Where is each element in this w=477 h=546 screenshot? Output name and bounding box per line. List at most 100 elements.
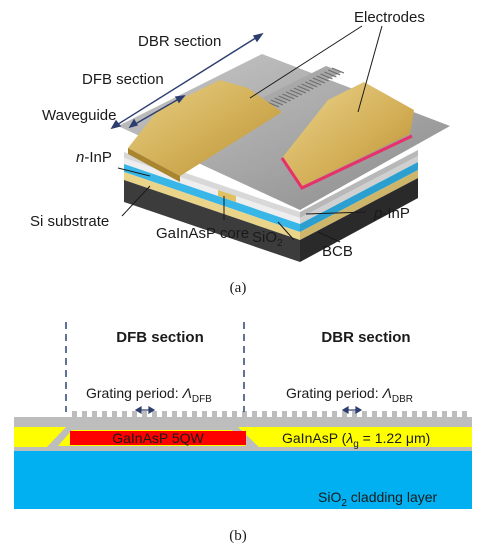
- grating-tooth: [412, 411, 417, 417]
- label-bcb: BCB: [322, 243, 353, 260]
- label-sio2: SiO2: [252, 229, 283, 249]
- label-dbr-section: DBR section: [138, 33, 221, 50]
- label-dfb-section: DFB section: [82, 71, 164, 88]
- caption-a: (a): [230, 280, 247, 296]
- label-waveguide: Waveguide: [42, 107, 117, 124]
- grating-tooth: [332, 411, 337, 417]
- layer-gray: [14, 417, 472, 427]
- leader-lines: [117, 25, 383, 243]
- grating-line: [285, 91, 299, 98]
- layer-sio2-left: [124, 164, 300, 232]
- grating-tooth: [152, 411, 157, 417]
- grating-line: [320, 73, 333, 80]
- grating-tooth: [112, 411, 117, 417]
- grating-tooth: [322, 411, 327, 417]
- grating-tooth: [172, 411, 177, 417]
- grating-tooth: [312, 411, 317, 417]
- title-dbr: DBR section: [321, 329, 410, 346]
- grating-tooth: [442, 411, 447, 417]
- dimension-arrows: [110, 32, 264, 130]
- grating-tooth: [202, 411, 207, 417]
- grating-line: [301, 83, 314, 90]
- grating-tooth: [402, 411, 407, 417]
- grating-line: [289, 89, 303, 96]
- grating-line: [278, 95, 291, 102]
- grating-tooth: [392, 411, 397, 417]
- grating-tooth: [122, 411, 127, 417]
- grating-line: [266, 101, 280, 108]
- grating-line: [270, 99, 284, 106]
- grating-tooth: [242, 411, 247, 417]
- grating-tooth: [432, 411, 437, 417]
- grating-line: [308, 79, 322, 86]
- grating-line: [305, 81, 318, 88]
- layer-sio2-right: [300, 162, 418, 232]
- title-dfb: DFB section: [116, 329, 204, 346]
- qw-label: GaInAsP 5QW: [112, 430, 204, 446]
- grating-line: [293, 87, 307, 94]
- grating-tooth: [232, 411, 237, 417]
- grating-line: [274, 97, 287, 104]
- grating-tooth: [372, 411, 377, 417]
- grating-tooth: [132, 411, 137, 417]
- grating-tooth: [362, 411, 367, 417]
- grating-tooth: [342, 411, 347, 417]
- electrode-left: [128, 80, 282, 176]
- grating-tooth: [452, 411, 457, 417]
- layer-bcb-left: [124, 172, 300, 240]
- period-arrows: [134, 405, 363, 415]
- grating-line: [331, 67, 345, 74]
- grating-tooth: [462, 411, 467, 417]
- label-si-substrate: Si substrate: [30, 213, 109, 230]
- qw-layer: [70, 431, 246, 445]
- grating-dfb-label: Grating period: ΛDFB: [86, 385, 212, 405]
- grating-dbr-label: Grating period: ΛDBR: [286, 385, 413, 405]
- grating-tooth: [422, 411, 427, 417]
- grating-tooth: [222, 411, 227, 417]
- grating-tooth: [192, 411, 197, 417]
- layer-substrate-right: [300, 178, 418, 262]
- grating-tooth: [282, 411, 287, 417]
- cladding-label: SiO2 cladding layer: [318, 489, 438, 509]
- grating-tooth: [182, 411, 187, 417]
- layer-bcb-right: [300, 170, 418, 240]
- electrode-right: [282, 82, 414, 186]
- cross-section: [14, 411, 472, 509]
- device-3d: [118, 54, 450, 262]
- layer-ninp-right: [300, 156, 418, 224]
- core-block: [218, 190, 236, 202]
- grating-tooth: [142, 411, 147, 417]
- grating-line: [327, 69, 341, 76]
- grating-tooth: [302, 411, 307, 417]
- grating-line: [282, 93, 295, 100]
- electrode-left-side: [128, 148, 180, 182]
- layer-top-gray-right: [300, 150, 418, 218]
- layer-cladding: [14, 451, 472, 509]
- grating-tooth: [262, 411, 267, 417]
- grating-tooth: [272, 411, 277, 417]
- grating-line: [324, 71, 337, 78]
- grating-tooth: [102, 411, 107, 417]
- grating-tooth: [352, 411, 357, 417]
- grating-tooth: [72, 411, 77, 417]
- grating-line: [312, 77, 326, 84]
- label-electrodes: Electrodes: [354, 9, 425, 26]
- grating-line: [316, 75, 329, 82]
- label-p-inp: p-InP: [373, 205, 410, 222]
- grating-tooth: [292, 411, 297, 417]
- electrode-right-edge: [280, 134, 413, 190]
- grating-line: [297, 85, 310, 92]
- grating-tooth: [92, 411, 97, 417]
- grating-tooth: [82, 411, 87, 417]
- layer-gray-lower: [14, 447, 472, 451]
- grating-tooth: [212, 411, 217, 417]
- grating-tooth: [382, 411, 387, 417]
- label-n-inp: n-InP: [76, 149, 112, 166]
- grating-teeth: [72, 411, 467, 417]
- label-core: GaInAsP core: [156, 225, 249, 242]
- gainasp-label: GaInAsP (λg = 1.22 μm): [282, 430, 430, 450]
- layer-substrate-left: [124, 180, 300, 262]
- grating-tooth: [162, 411, 167, 417]
- caption-b: (b): [229, 528, 247, 544]
